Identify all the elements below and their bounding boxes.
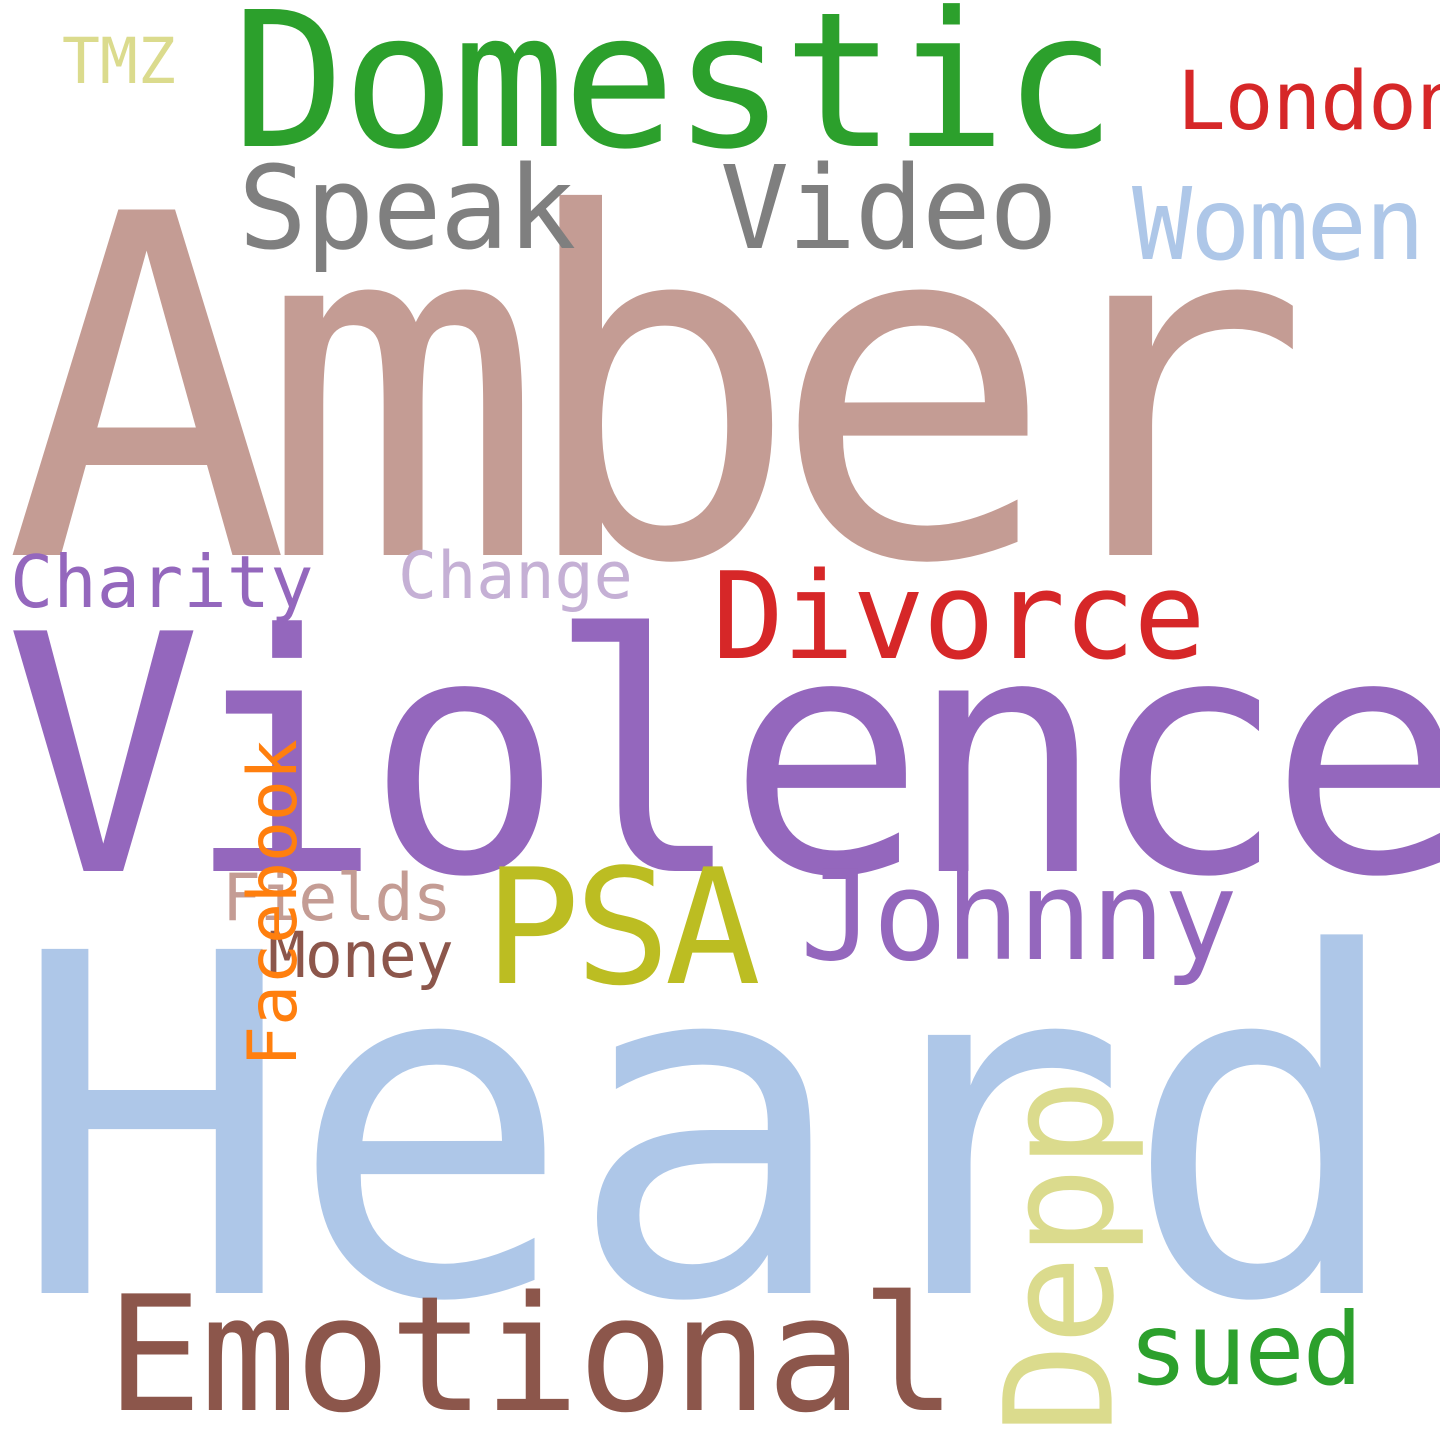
word-emotional: Emotional (106, 1261, 957, 1448)
word-johnny: Johnny (800, 845, 1238, 989)
word-speak: Speak (238, 142, 576, 276)
word-heard: Heard (10, 856, 1407, 1405)
word-psa: PSA (484, 834, 761, 1021)
word-video: Video (720, 142, 1058, 276)
word-facebook: Facebook (233, 739, 313, 1067)
word-depp: Depp (973, 1080, 1148, 1434)
word-change: Change (398, 539, 633, 614)
word-domestic: Domestic (232, 0, 1116, 191)
word-divorce: Divorce (712, 548, 1206, 687)
word-sued: sued (1128, 1291, 1363, 1408)
word-charity: Charity (10, 540, 314, 624)
word-tmz: TMZ (62, 25, 176, 98)
word-fields: Fields (222, 861, 452, 936)
word-amber: Amber (4, 115, 1311, 667)
word-money: Money (268, 919, 454, 992)
word-violence: Violence (4, 565, 1440, 949)
word-london: London (1177, 55, 1440, 149)
word-women: Women (1132, 166, 1425, 283)
